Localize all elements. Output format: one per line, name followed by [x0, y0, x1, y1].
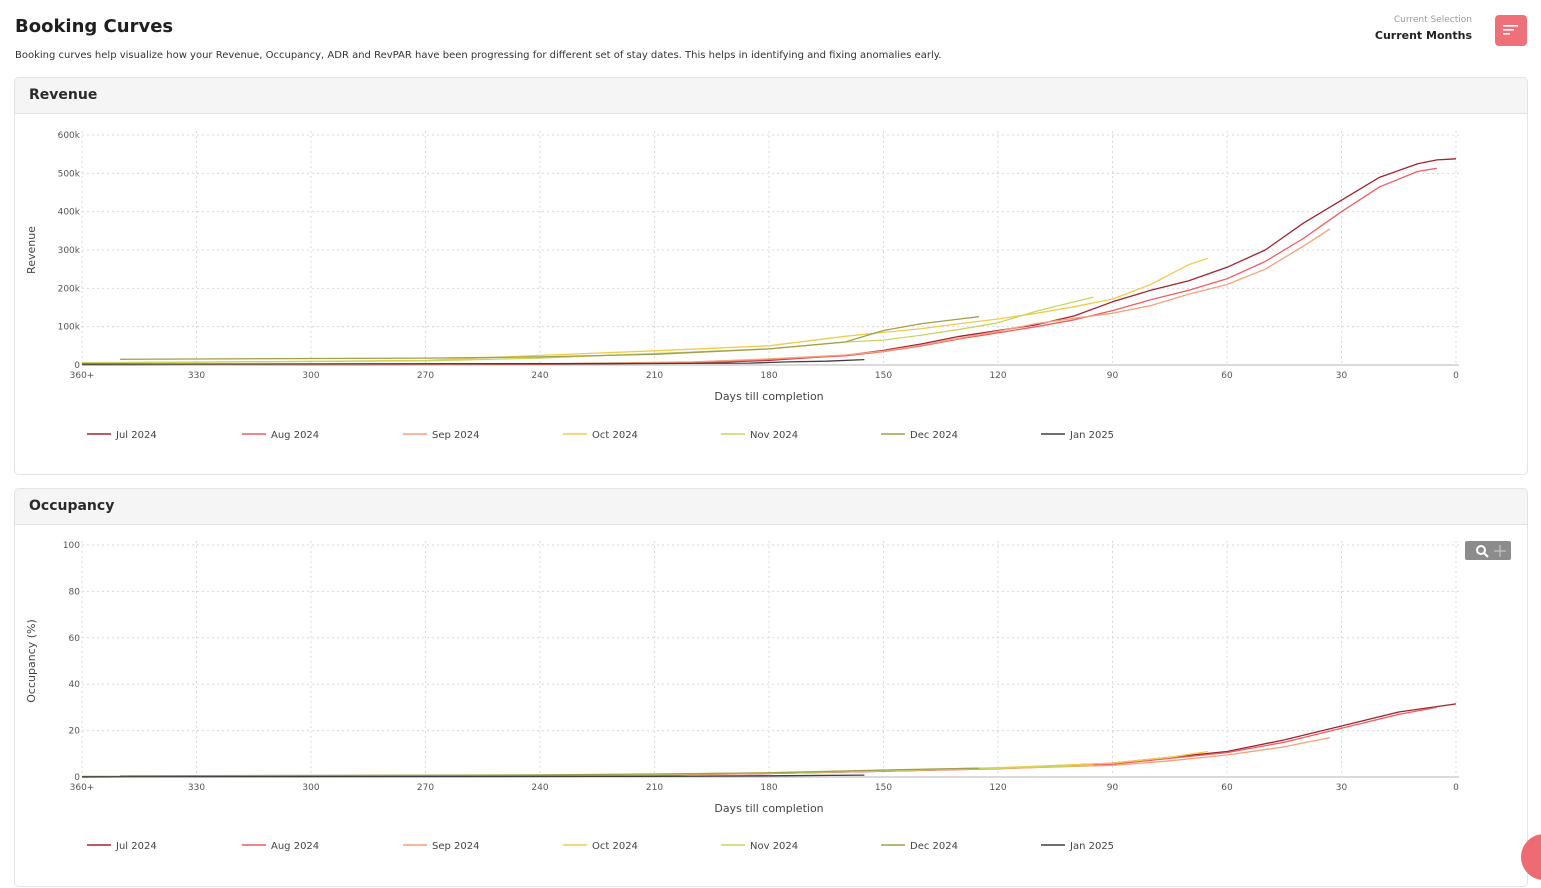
legend-item: Jan 2025	[1069, 430, 1114, 441]
series-line	[81, 358, 865, 365]
pan-icon[interactable]	[1493, 543, 1507, 562]
series-line	[81, 296, 1094, 364]
legend-item: Jul 2024	[115, 841, 157, 852]
x-tick-label: 60	[1221, 783, 1233, 793]
x-tick-label: 90	[1107, 783, 1119, 793]
legend-item: Dec 2024	[910, 841, 958, 852]
series-line	[120, 767, 979, 777]
y-tick-label: 0	[74, 361, 80, 371]
x-axis-title: Days till completion	[714, 802, 823, 815]
x-tick-label: 210	[646, 371, 663, 381]
series-line	[81, 257, 1209, 364]
series-line	[81, 167, 1438, 366]
y-axis-title: Revenue	[25, 226, 38, 274]
x-tick-label: 360+	[70, 783, 95, 793]
current-selection: Current Selection Current Months	[1375, 15, 1472, 42]
y-tick-label: 60	[69, 634, 81, 644]
legend-item: Nov 2024	[750, 430, 798, 441]
x-tick-label: 30	[1336, 783, 1348, 793]
y-tick-label: 40	[69, 680, 81, 690]
legend-item: Jan 2025	[1069, 841, 1114, 852]
x-tick-label: 240	[531, 783, 548, 793]
legend-item: Nov 2024	[750, 841, 798, 852]
y-tick-label: 0	[74, 773, 80, 783]
x-tick-label: 360+	[70, 371, 95, 381]
legend-item: Sep 2024	[432, 430, 479, 441]
legend-item: Aug 2024	[271, 430, 319, 441]
x-tick-label: 300	[302, 783, 319, 793]
revenue-panel-title: Revenue	[15, 78, 1527, 114]
x-tick-label: 330	[188, 783, 205, 793]
y-tick-label: 500k	[58, 169, 81, 179]
zoom-icon[interactable]	[1475, 543, 1489, 562]
y-tick-label: 300k	[58, 246, 81, 256]
legend-item: Jul 2024	[115, 430, 157, 441]
y-tick-label: 200k	[58, 284, 81, 294]
x-tick-label: 150	[875, 371, 892, 381]
x-tick-label: 240	[531, 371, 548, 381]
series-line	[81, 774, 865, 778]
x-tick-label: 330	[188, 371, 205, 381]
x-tick-label: 90	[1107, 371, 1119, 381]
y-tick-label: 400k	[58, 208, 81, 218]
x-tick-label: 30	[1336, 371, 1348, 381]
series-line	[120, 316, 979, 360]
page-subtitle: Booking curves help visualize how your R…	[15, 50, 942, 61]
x-tick-label: 120	[989, 783, 1006, 793]
legend-item: Sep 2024	[432, 841, 479, 852]
chart-zoom-tools	[1465, 541, 1511, 560]
legend-item: Oct 2024	[592, 430, 638, 441]
series-line	[81, 706, 1438, 778]
occupancy-panel-title: Occupancy	[15, 489, 1527, 525]
x-tick-label: 180	[760, 783, 777, 793]
legend-item: Oct 2024	[592, 841, 638, 852]
y-tick-label: 20	[69, 727, 81, 737]
x-tick-label: 210	[646, 783, 663, 793]
page-title: Booking Curves	[15, 16, 174, 37]
occupancy-panel: Occupancy 0 20 40 60 80 100 360+ 330 300 270 240 21…	[14, 488, 1528, 887]
series-line	[81, 736, 1331, 778]
help-chat-icon[interactable]	[1521, 834, 1541, 880]
x-tick-label: 0	[1453, 783, 1459, 793]
y-tick-label: 100k	[58, 323, 81, 333]
y-axis-title: Occupancy (%)	[25, 619, 38, 703]
x-tick-label: 0	[1453, 371, 1459, 381]
y-tick-label: 80	[69, 587, 81, 597]
x-tick-label: 270	[417, 371, 434, 381]
x-axis-title: Days till completion	[714, 390, 823, 403]
filter-button[interactable]	[1495, 15, 1527, 46]
legend-item: Aug 2024	[271, 841, 319, 852]
revenue-panel: Revenue 0 100k 200k 300k 400k 500k 600k 360+ 330…	[14, 77, 1528, 475]
filter-lines-icon	[1503, 25, 1518, 35]
y-tick-label: 600k	[58, 131, 81, 141]
x-tick-label: 300	[302, 371, 319, 381]
legend-item: Dec 2024	[910, 430, 958, 441]
x-tick-label: 150	[875, 783, 892, 793]
current-selection-label: Current Selection	[1393, 15, 1472, 25]
x-tick-label: 270	[417, 783, 434, 793]
x-tick-label: 120	[989, 371, 1006, 381]
x-tick-label: 180	[760, 371, 777, 381]
series-line	[81, 750, 1208, 777]
series-line	[81, 228, 1331, 366]
y-tick-label: 100	[63, 541, 80, 551]
x-tick-label: 60	[1221, 371, 1233, 381]
current-selection-value: Current Months	[1374, 29, 1472, 42]
